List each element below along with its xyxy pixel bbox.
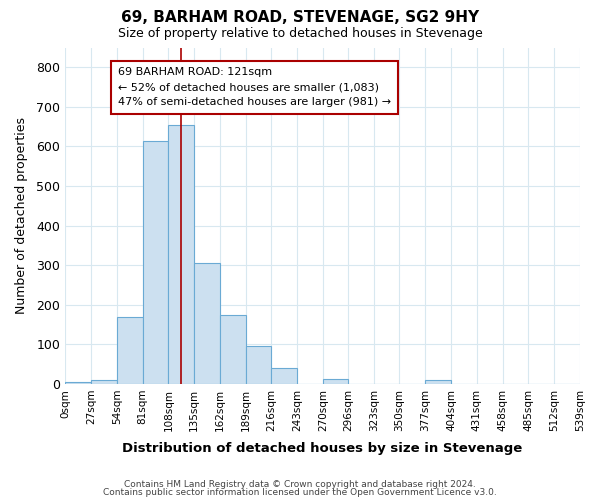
Text: 69 BARHAM ROAD: 121sqm
← 52% of detached houses are smaller (1,083)
47% of semi-: 69 BARHAM ROAD: 121sqm ← 52% of detached…	[118, 68, 391, 107]
X-axis label: Distribution of detached houses by size in Stevenage: Distribution of detached houses by size …	[122, 442, 523, 455]
Bar	[143, 140, 169, 384]
Text: Contains public sector information licensed under the Open Government Licence v3: Contains public sector information licen…	[103, 488, 497, 497]
Text: Size of property relative to detached houses in Stevenage: Size of property relative to detached ho…	[118, 28, 482, 40]
Bar	[91, 380, 117, 384]
Text: Contains HM Land Registry data © Crown copyright and database right 2024.: Contains HM Land Registry data © Crown c…	[124, 480, 476, 489]
Bar	[169, 124, 194, 384]
Bar	[220, 314, 246, 384]
Text: 69, BARHAM ROAD, STEVENAGE, SG2 9HY: 69, BARHAM ROAD, STEVENAGE, SG2 9HY	[121, 10, 479, 25]
Bar	[194, 263, 220, 384]
Bar	[323, 379, 348, 384]
Bar	[117, 316, 143, 384]
Y-axis label: Number of detached properties: Number of detached properties	[15, 117, 28, 314]
Bar	[271, 368, 297, 384]
Bar	[246, 346, 271, 384]
Bar	[425, 380, 451, 384]
Bar	[65, 382, 91, 384]
